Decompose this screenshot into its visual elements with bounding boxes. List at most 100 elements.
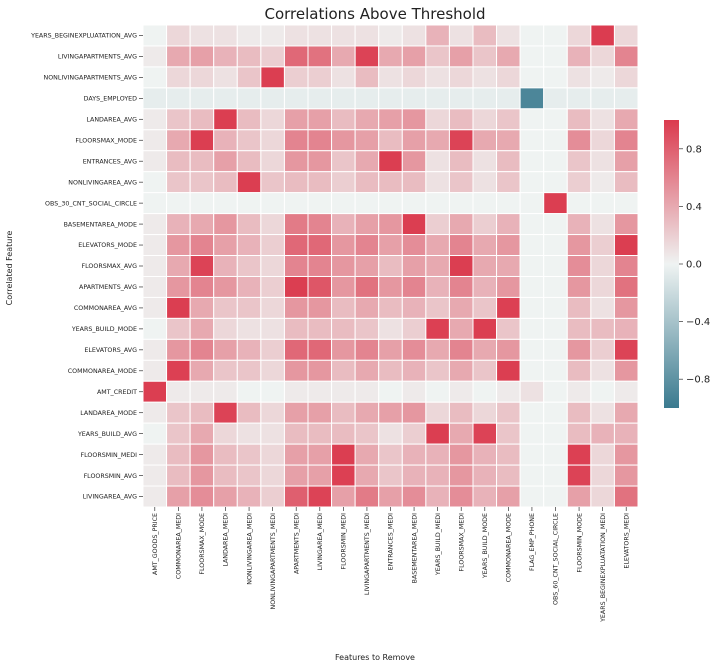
heatmap-cell	[142, 338, 168, 361]
heatmap-cell	[519, 380, 545, 403]
heatmap-cell	[283, 87, 309, 110]
heatmap-cell	[307, 317, 333, 340]
heatmap-cell	[496, 129, 521, 152]
heatmap-cell	[496, 464, 521, 487]
heatmap-cell	[496, 255, 521, 277]
heatmap-cell	[260, 443, 285, 466]
colorbar-tick-label: 0.4	[686, 202, 702, 213]
heatmap-cell	[425, 66, 450, 89]
heatmap-cell	[236, 66, 262, 89]
heatmap-cell	[613, 150, 639, 173]
heatmap-cell	[401, 24, 427, 47]
heatmap-cell	[566, 443, 592, 466]
heatmap-cell	[543, 108, 568, 131]
heatmap-cell	[166, 66, 191, 89]
heatmap-cell	[448, 338, 474, 361]
heatmap-cell	[307, 129, 333, 152]
heatmap-cell	[142, 464, 168, 487]
heatmap-cell	[307, 87, 333, 110]
heatmap-cell	[566, 401, 592, 424]
heatmap-cell	[213, 234, 238, 257]
heatmap-cell	[236, 338, 262, 361]
heatmap-cell	[189, 338, 215, 361]
heatmap-cell	[543, 234, 568, 257]
heatmap-cell	[496, 24, 521, 47]
heatmap-cell	[472, 422, 498, 445]
heatmap-cell	[354, 150, 380, 173]
heatmap-cell	[260, 401, 285, 424]
heatmap-cell	[472, 296, 498, 319]
x-axis-label: Features to Remove	[335, 653, 415, 662]
heatmap-cell	[213, 380, 238, 403]
x-tick-label: LANDAREA_MEDI	[223, 513, 230, 567]
heatmap-cell	[401, 317, 427, 340]
heatmap-cell	[613, 108, 639, 131]
heatmap-cell	[378, 108, 403, 131]
heatmap-cell	[283, 401, 309, 424]
heatmap-cell	[142, 255, 168, 277]
heatmap-cell	[331, 234, 356, 257]
heatmap-cell	[142, 380, 168, 403]
heatmap-cell	[142, 443, 168, 466]
heatmap-cell	[283, 338, 309, 361]
heatmap-cell	[613, 380, 639, 403]
heatmap-cell	[425, 401, 450, 424]
heatmap-cell	[613, 401, 639, 424]
heatmap-cell	[613, 45, 639, 68]
heatmap-cell	[519, 171, 545, 194]
y-tick-label: LANDAREA_MODE	[80, 410, 137, 417]
heatmap-cell	[166, 129, 191, 152]
heatmap-cell	[613, 443, 639, 466]
heatmap-cell	[283, 213, 309, 236]
y-tick-label: LIVINGAPARTMENTS_AVG	[58, 54, 137, 61]
heatmap-cell	[260, 359, 285, 382]
heatmap-cell	[590, 45, 615, 68]
heatmap-cell	[331, 129, 356, 152]
heatmap-cell	[378, 464, 403, 487]
heatmap-cell	[472, 338, 498, 361]
heatmap-cell	[496, 422, 521, 445]
heatmap-cell	[472, 108, 498, 131]
heatmap-cell	[425, 45, 450, 68]
heatmap-cell	[354, 401, 380, 424]
heatmap-cell	[331, 296, 356, 319]
heatmap-cell	[425, 296, 450, 319]
x-tick-labels: AMT_GOODS_PRICE COMMONAREA_MEDI FLOORSMAX_…	[152, 507, 630, 623]
heatmap-cell	[425, 422, 450, 445]
heatmap-cell	[236, 192, 262, 215]
heatmap-cell	[236, 296, 262, 319]
heatmap-cell	[519, 338, 545, 361]
heatmap-cell	[142, 171, 168, 194]
heatmap-cell	[283, 150, 309, 173]
x-tick-label: FLOORSMAX_MODE	[199, 513, 206, 575]
heatmap-cell	[213, 317, 238, 340]
heatmap-cell	[236, 485, 262, 508]
heatmap-cell	[236, 464, 262, 487]
x-tick-label: YEARS_BUILD_MODE	[482, 513, 489, 579]
heatmap-cell	[472, 129, 498, 152]
heatmap-cell	[142, 192, 168, 215]
heatmap-cell	[166, 150, 191, 173]
heatmap-cell	[566, 464, 592, 487]
heatmap-cell	[166, 380, 191, 403]
heatmap-cell	[566, 485, 592, 508]
heatmap-cell	[189, 317, 215, 340]
heatmap-cell	[236, 255, 262, 277]
heatmap-cell	[213, 45, 238, 68]
heatmap-cell	[613, 464, 639, 487]
heatmap-cell	[590, 234, 615, 257]
heatmap-cell	[283, 296, 309, 319]
heatmap-cell	[354, 213, 380, 236]
heatmap-cell	[236, 443, 262, 466]
heatmap-cell	[613, 275, 639, 298]
heatmap-cell	[213, 129, 238, 152]
heatmap-cell	[590, 296, 615, 319]
heatmap-cell	[496, 171, 521, 194]
heatmap-cell	[519, 129, 545, 152]
heatmap-cell	[307, 24, 333, 47]
heatmap-cell	[260, 66, 285, 89]
heatmap-cell	[566, 192, 592, 215]
heatmap-cell	[331, 150, 356, 173]
heatmap-cell	[189, 464, 215, 487]
